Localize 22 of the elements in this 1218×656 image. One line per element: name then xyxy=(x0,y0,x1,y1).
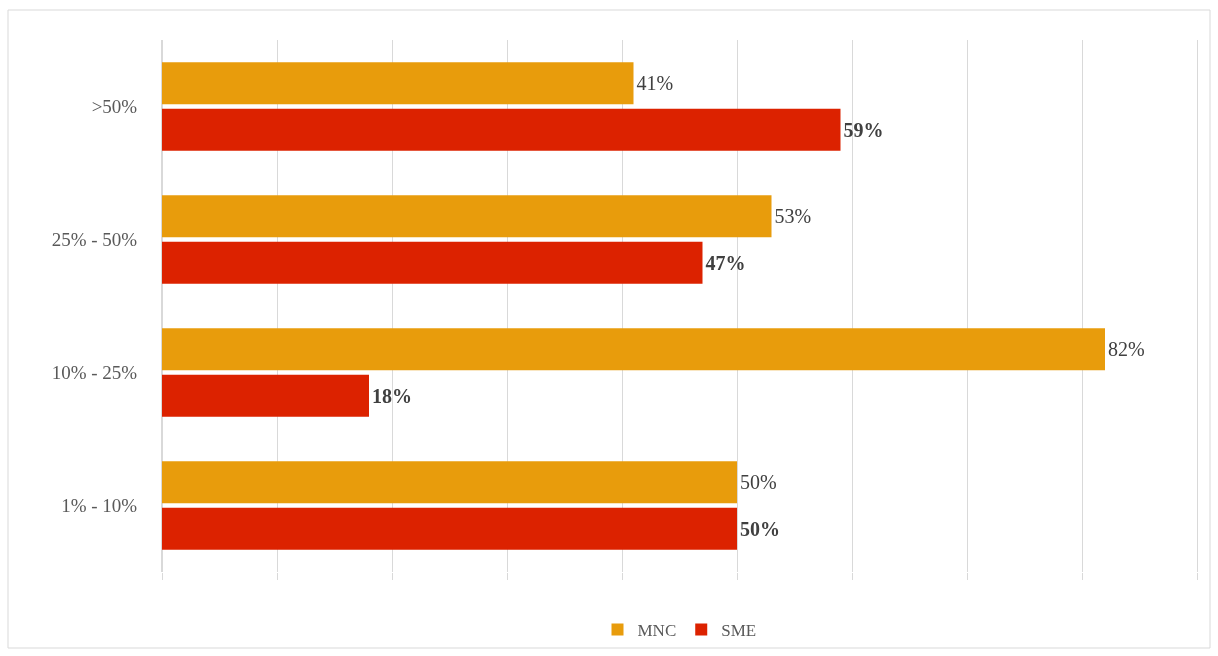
legend-label: MNC xyxy=(637,621,677,641)
bar xyxy=(162,62,634,105)
bar xyxy=(162,328,1105,371)
bar xyxy=(162,241,703,284)
y-tick-label: 1% - 10% xyxy=(61,495,138,517)
data-label: 41% xyxy=(636,72,674,95)
data-label: 59% xyxy=(843,118,884,141)
bar xyxy=(162,461,737,504)
bar xyxy=(162,374,369,417)
bar xyxy=(162,195,772,238)
y-tick-label: >50% xyxy=(91,96,138,118)
y-tick-label: 25% - 50% xyxy=(51,229,138,251)
bar xyxy=(162,108,841,151)
legend-label: SME xyxy=(721,621,757,641)
data-label: 50% xyxy=(740,517,780,540)
bar xyxy=(162,507,737,550)
data-label: 47% xyxy=(705,251,746,274)
data-label: 53% xyxy=(774,205,812,228)
y-tick-label: 10% - 25% xyxy=(51,362,138,384)
data-label: 18% xyxy=(372,384,412,407)
data-label: 50% xyxy=(740,471,777,494)
data-label: 82% xyxy=(1108,338,1145,361)
